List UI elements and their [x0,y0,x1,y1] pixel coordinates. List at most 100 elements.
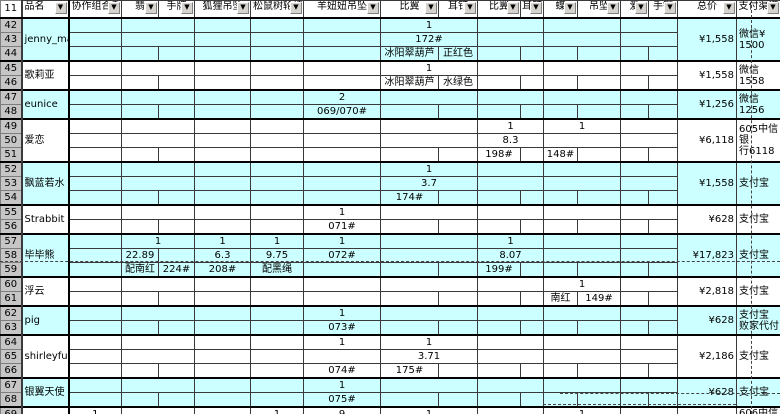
total-cell[interactable]: ¥1,256 [677,89,737,120]
cell[interactable] [68,349,122,364]
cell[interactable]: 175# [380,363,439,379]
cell[interactable]: 8.07 [477,248,544,263]
cell[interactable] [250,104,304,120]
cell[interactable] [477,89,544,105]
autofilter-button[interactable]: ▼ [507,2,519,14]
cell[interactable] [194,46,251,62]
customer-name-cell[interactable]: jenny_ma [21,17,70,62]
cell[interactable] [194,406,251,414]
cell[interactable]: 148# [543,147,578,163]
cell[interactable]: 9.75 [250,248,304,263]
cell[interactable] [380,89,478,105]
cell[interactable]: 配黑绳 [250,262,304,278]
cell[interactable]: 1 [543,406,621,414]
cell[interactable] [620,377,678,393]
cell[interactable] [577,320,621,336]
cell[interactable] [543,334,621,350]
cell[interactable] [158,46,195,62]
cell[interactable]: 冰阳翠葫芦 [380,75,439,91]
cell[interactable] [303,262,381,278]
cell[interactable]: 074# [303,363,381,379]
cell[interactable] [68,233,122,249]
cell[interactable] [250,305,304,321]
total-cell[interactable]: ¥1,558 [677,17,737,62]
total-cell[interactable]: ¥628 [677,377,737,408]
cell[interactable] [121,406,195,414]
customer-name-cell[interactable]: Strabbit [21,204,70,235]
cell[interactable] [620,133,678,148]
cell[interactable] [380,291,439,307]
cell[interactable] [577,104,621,120]
payment-cell[interactable]: 微信1256 [736,89,780,120]
autofilter-button[interactable]: ▼ [290,2,302,14]
cell[interactable]: 1 [380,334,478,350]
cell[interactable]: 071# [303,219,381,235]
cell[interactable] [121,377,195,393]
cell[interactable] [121,147,159,163]
cell[interactable] [250,377,304,393]
cell[interactable] [648,363,678,379]
row-header[interactable]: 65 [0,349,23,364]
cell[interactable] [68,334,122,350]
cell[interactable] [620,363,649,379]
cell[interactable] [68,219,122,235]
cell[interactable] [543,204,621,220]
cell[interactable] [121,118,195,134]
cell[interactable] [577,219,621,235]
cell[interactable] [380,377,478,393]
row-header[interactable]: 60 [0,276,23,292]
total-cell[interactable]: ¥1,558 [677,60,737,91]
cell[interactable] [194,291,251,307]
payment-cell[interactable]: 支付宝 [736,204,780,235]
cell[interactable] [194,75,251,91]
cell[interactable] [543,104,578,120]
cell[interactable]: 1 [303,233,381,249]
cell[interactable] [68,276,122,292]
cell[interactable] [520,104,544,120]
payment-cell[interactable]: 支付宝 [736,161,780,206]
cell[interactable] [520,320,544,336]
cell[interactable] [620,291,649,307]
cell[interactable] [250,60,304,76]
row-header[interactable]: 66 [0,363,23,379]
cell[interactable] [543,75,578,91]
cell[interactable]: 069/070# [303,104,381,120]
customer-name-cell[interactable]: 毕毕熊 [21,233,70,278]
cell[interactable]: 22.89 [121,248,159,263]
cell[interactable] [543,349,621,364]
cell[interactable] [577,392,621,408]
cell[interactable] [380,320,439,336]
customer-name-cell[interactable]: pig [21,305,70,336]
cell[interactable] [68,60,122,76]
cell[interactable] [520,147,544,163]
cell[interactable] [250,176,304,191]
cell[interactable] [250,392,304,408]
cell[interactable] [648,392,678,408]
autofilter-button[interactable]: ▼ [181,2,193,14]
row-header[interactable]: 42 [0,17,23,33]
total-cell[interactable]: ¥628 [677,305,737,336]
row-header[interactable]: 52 [0,161,23,177]
row-header[interactable]: 63 [0,320,23,336]
cell[interactable]: 1 [380,60,478,76]
cell[interactable] [620,17,678,33]
cell[interactable] [438,320,478,336]
cell[interactable] [380,233,478,249]
cell[interactable]: 174# [380,190,439,206]
row-header[interactable]: 45 [0,60,23,76]
autofilter-button[interactable]: ▼ [564,2,576,14]
cell[interactable]: 1 [477,118,544,134]
autofilter-button[interactable]: ▼ [425,2,437,14]
customer-name-cell[interactable]: 歌莉亚 [21,60,70,91]
cell[interactable] [648,190,678,206]
cell[interactable] [121,334,195,350]
cell[interactable] [577,363,621,379]
cell[interactable] [250,17,304,33]
cell[interactable]: 3.71 [380,349,478,364]
cell[interactable] [121,276,195,292]
cell[interactable] [121,291,159,307]
cell[interactable] [303,46,381,62]
cell[interactable] [438,219,478,235]
cell[interactable]: 1 [543,276,621,292]
cell[interactable] [250,161,304,177]
